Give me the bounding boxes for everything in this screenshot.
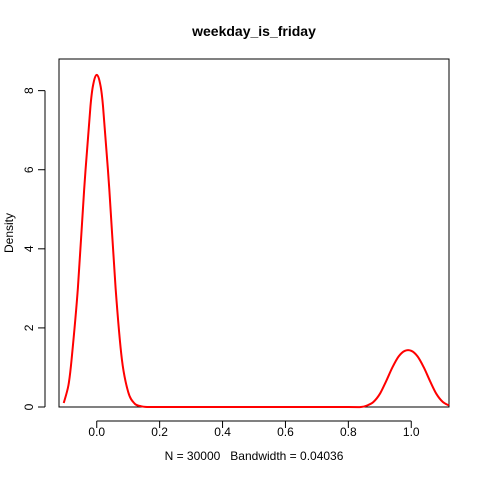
x-tick-label: 0.8 [340,425,357,439]
x-axis: 0.0 0.2 0.4 0.6 0.8 1.0 [88,420,420,439]
y-tick-label: 8 [22,87,36,94]
x-tick-label: 0.0 [88,425,105,439]
x-axis-label: N = 30000 Bandwidth = 0.04036 [165,449,344,463]
plot-frame [58,58,450,408]
y-axis-label: Density [2,213,16,253]
series-layer [62,73,450,409]
y-axis: 0 2 4 6 8 [22,87,46,410]
x-tick-label: 1.0 [403,425,420,439]
x-tick-label: 0.4 [214,425,231,439]
y-tick-label: 6 [22,166,36,173]
x-tick-label: 0.6 [277,425,294,439]
y-tick-label: 0 [22,403,36,410]
y-tick-label: 2 [22,324,36,331]
y-tick-label: 4 [22,245,36,252]
density-line [62,73,450,409]
x-tick-label: 0.2 [151,425,168,439]
chart-title: weekday_is_friday [191,23,316,39]
